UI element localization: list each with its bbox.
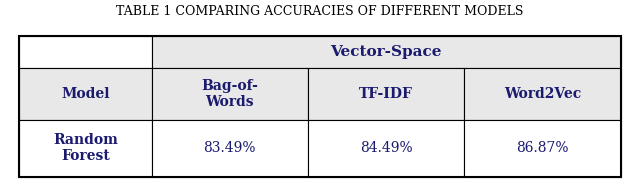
Text: Word2Vec: Word2Vec [504,87,581,101]
Text: 86.87%: 86.87% [516,141,569,155]
Text: Random
Forest: Random Forest [53,133,118,163]
Text: Vector-Space: Vector-Space [330,45,442,59]
Text: 84.49%: 84.49% [360,141,413,155]
Text: TABLE 1 COMPARING ACCURACIES OF DIFFERENT MODELS: TABLE 1 COMPARING ACCURACIES OF DIFFEREN… [116,5,524,18]
Text: Model: Model [61,87,109,101]
Text: Bag-of-
Words: Bag-of- Words [202,79,258,109]
Text: TF-IDF: TF-IDF [359,87,413,101]
Text: 83.49%: 83.49% [204,141,256,155]
